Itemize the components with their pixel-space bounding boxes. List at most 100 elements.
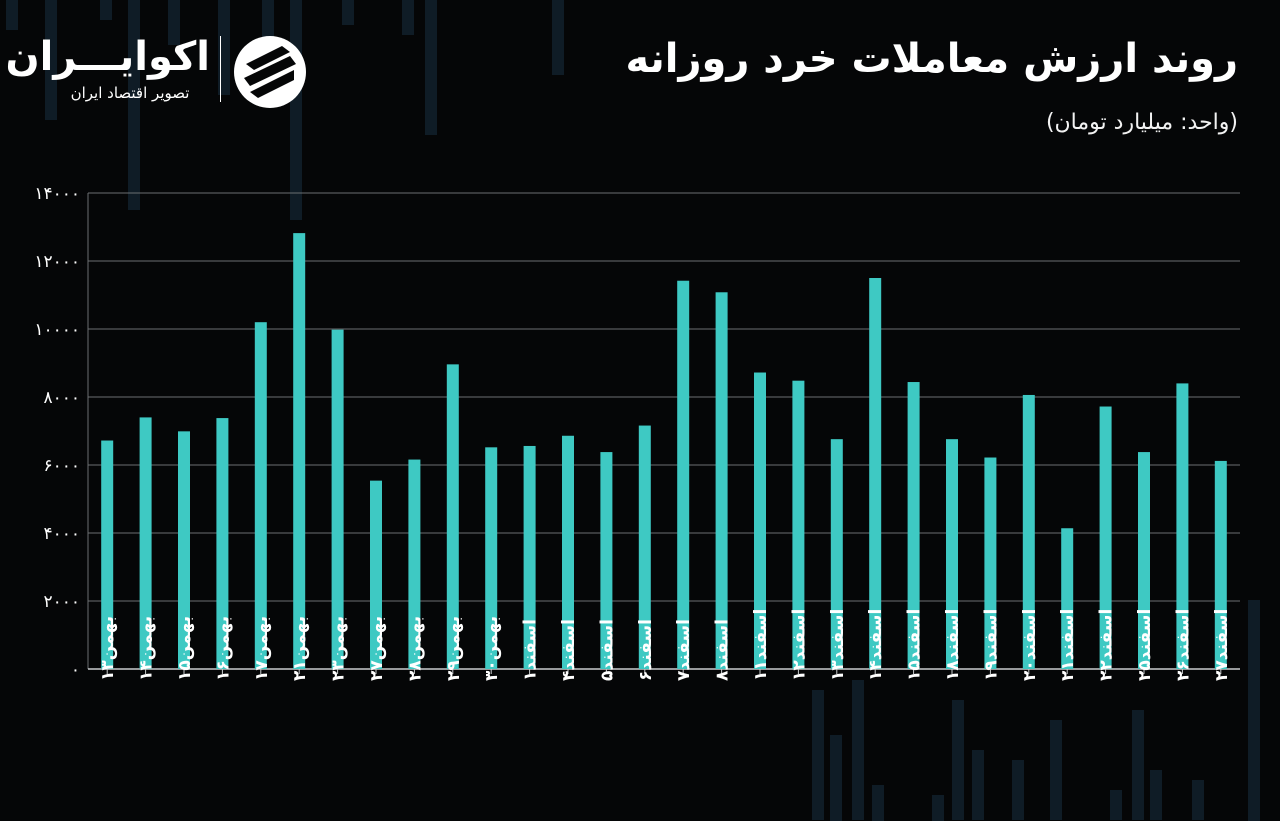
background-candle	[1132, 710, 1144, 820]
bar	[946, 439, 958, 669]
y-tick-label: ۱۴۰۰۰	[34, 184, 80, 204]
background-candle	[168, 0, 180, 45]
background-candle	[1150, 770, 1162, 820]
bar	[715, 292, 728, 669]
brand-block: اکوایـــران تصویر اقتصاد ایران	[5, 30, 320, 110]
background-candle	[1012, 760, 1024, 820]
background-candle	[932, 795, 944, 821]
x-tick-label: بهمن۲۳	[329, 616, 349, 681]
background-candle	[1248, 600, 1260, 821]
bar	[1099, 406, 1112, 669]
y-tick-label: ۸۰۰۰	[43, 388, 80, 408]
x-tick-label: اسفند۴	[559, 619, 579, 681]
bar	[523, 445, 536, 669]
x-tick-label: اسفند۱	[521, 619, 541, 681]
bar	[638, 425, 651, 669]
bar	[907, 382, 920, 669]
background-candle	[218, 0, 230, 95]
background-candle	[552, 0, 564, 75]
bar	[1214, 460, 1227, 669]
background-candle	[812, 690, 824, 820]
background-candle	[952, 700, 964, 820]
bar	[1176, 383, 1189, 669]
background-candle	[6, 0, 18, 30]
background-candle	[1192, 780, 1204, 820]
x-tick-label: اسفند۱۹	[981, 609, 1001, 681]
y-tick-label: ۱۲۰۰۰	[34, 252, 80, 272]
bar	[1061, 528, 1074, 669]
x-tick-label: بهمن۱۷	[252, 616, 272, 681]
bar	[293, 233, 306, 669]
bar	[446, 364, 459, 669]
x-tick-label: بهمن۳۰	[482, 616, 502, 681]
x-tick-label: اسفند۷	[674, 619, 694, 681]
bar	[408, 459, 421, 669]
bar	[370, 480, 382, 669]
background-candle	[852, 680, 864, 820]
x-tick-label: اسفند۲۷	[1212, 609, 1232, 681]
x-tick-label: اسفند۲۵	[1135, 609, 1155, 681]
chart-title: روند ارزش معاملات خرد روزانه	[625, 36, 1238, 82]
x-tick-label: اسفند۲۱	[1058, 609, 1078, 681]
y-tick-label: ۴۰۰۰	[43, 524, 80, 544]
y-tick-label: ۱۰۰۰۰	[34, 320, 80, 340]
x-tick-label: بهمن۱۳	[98, 616, 118, 681]
brand-tagline: تصویر اقتصاد ایران	[70, 84, 190, 102]
x-tick-label: اسفند۸	[713, 619, 733, 681]
background-candle	[972, 750, 984, 820]
x-tick-label: اسفند۵	[597, 619, 617, 681]
x-tick-label: اسفند۲۶	[1173, 609, 1193, 681]
background-candle	[830, 735, 842, 821]
background-candle	[1110, 790, 1122, 820]
background-candle	[872, 785, 884, 821]
bar	[331, 329, 344, 669]
x-tick-label: اسفند۱۸	[943, 609, 963, 681]
bar	[869, 278, 882, 669]
x-tick-label: بهمن۱۶	[213, 616, 233, 681]
x-tick-label: اسفند۱۱	[751, 609, 771, 681]
ecoiran-logo-icon	[234, 36, 306, 108]
bar	[830, 439, 843, 669]
x-tick-label: بهمن۱۵	[175, 616, 195, 681]
background-candle	[1050, 720, 1062, 820]
bar	[216, 418, 229, 669]
x-tick-label: اسفند۶	[636, 619, 656, 681]
brand-divider	[220, 36, 221, 102]
background-candle	[342, 0, 354, 25]
x-tick-label: بهمن۱۴	[137, 616, 157, 681]
bar	[677, 280, 690, 669]
x-tick-label: بهمن۲۷	[367, 616, 387, 681]
brand-name: اکوایـــران	[5, 34, 210, 80]
x-tick-label: اسفند۲۰	[1020, 609, 1040, 681]
y-tick-label: ۰	[71, 660, 80, 680]
bar	[1138, 452, 1150, 669]
chart-unit-subtitle: (واحد: میلیارد تومان)	[1045, 110, 1238, 135]
x-tick-label: اسفند۱۳	[828, 609, 848, 681]
x-tick-label: اسفند۱۲	[789, 609, 809, 681]
bar	[754, 372, 766, 669]
background-candle	[100, 0, 112, 20]
bar	[984, 457, 997, 669]
x-tick-label: بهمن۲۸	[405, 616, 425, 681]
x-tick-label: اسفند۲۲	[1097, 609, 1117, 681]
x-tick-label: اسفند۱۵	[905, 609, 925, 681]
bar	[792, 380, 805, 669]
bar	[178, 431, 190, 669]
bar	[600, 452, 613, 669]
y-tick-label: ۲۰۰۰	[43, 592, 80, 612]
bar	[254, 322, 267, 669]
x-tick-label: اسفند۱۴	[866, 609, 886, 681]
bar	[485, 447, 498, 669]
x-tick-label: بهمن۲۹	[444, 616, 464, 681]
bar	[101, 440, 114, 669]
bar	[1022, 394, 1035, 669]
x-tick-label: بهمن۲۱	[290, 616, 310, 681]
y-tick-label: ۶۰۰۰	[43, 456, 80, 476]
bar	[139, 417, 152, 669]
background-candle	[45, 0, 57, 120]
background-candle	[425, 0, 437, 135]
bar	[562, 435, 574, 669]
background-candle	[128, 0, 140, 210]
background-candle	[402, 0, 414, 35]
